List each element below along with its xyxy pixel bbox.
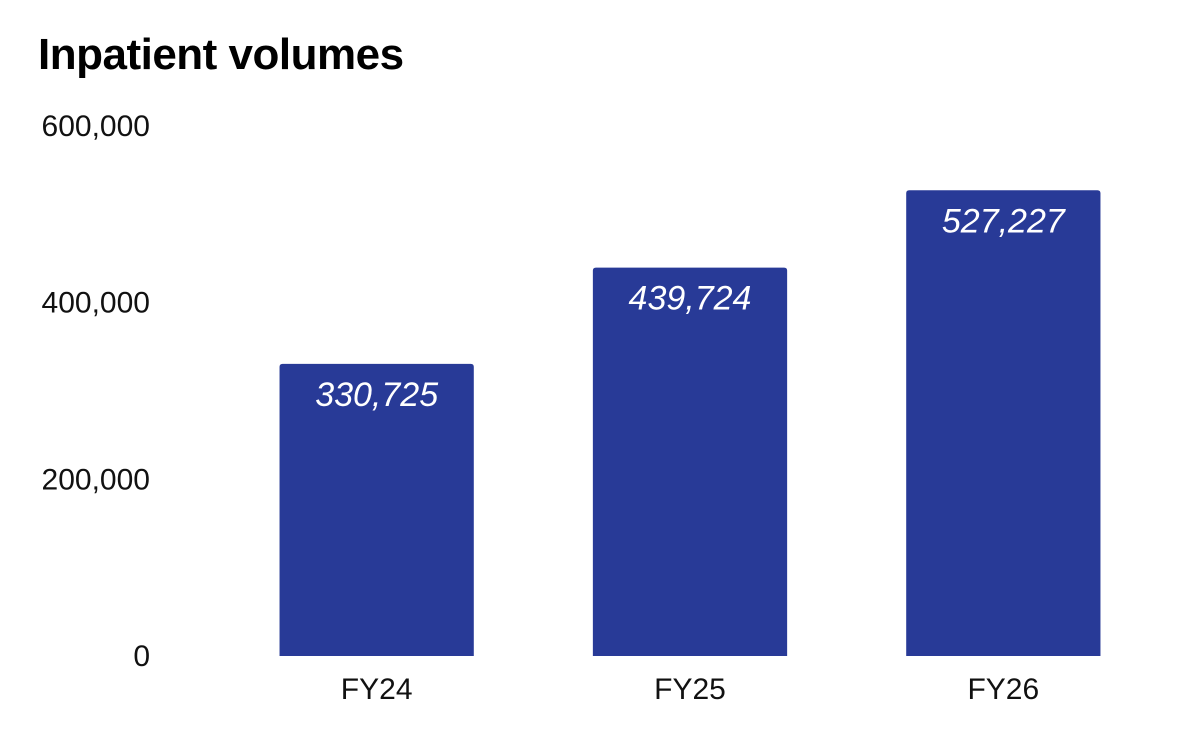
data-label: 330,725 xyxy=(315,376,438,414)
x-tick-label: FY26 xyxy=(967,673,1039,706)
x-axis: FY24 FY25 FY26 xyxy=(341,673,1039,706)
y-tick-label: 200,000 xyxy=(42,463,150,496)
bar-fy24 xyxy=(279,363,474,656)
y-tick-label: 400,000 xyxy=(42,287,150,320)
bar-series xyxy=(279,190,1101,656)
x-tick-label: FY25 xyxy=(654,673,726,706)
data-labels: 330,725 439,724 527,227 xyxy=(315,202,1066,414)
bar-fy25 xyxy=(592,267,788,656)
x-tick-label: FY24 xyxy=(341,673,413,706)
data-label: 527,227 xyxy=(942,202,1066,240)
y-axis: 0 200,000 400,000 600,000 xyxy=(42,110,150,673)
data-label: 439,724 xyxy=(629,280,752,318)
y-tick-label: 0 xyxy=(133,640,150,673)
chart-title: Inpatient volumes xyxy=(38,30,404,79)
y-tick-label: 600,000 xyxy=(42,110,150,143)
bar-fy26 xyxy=(906,190,1101,656)
